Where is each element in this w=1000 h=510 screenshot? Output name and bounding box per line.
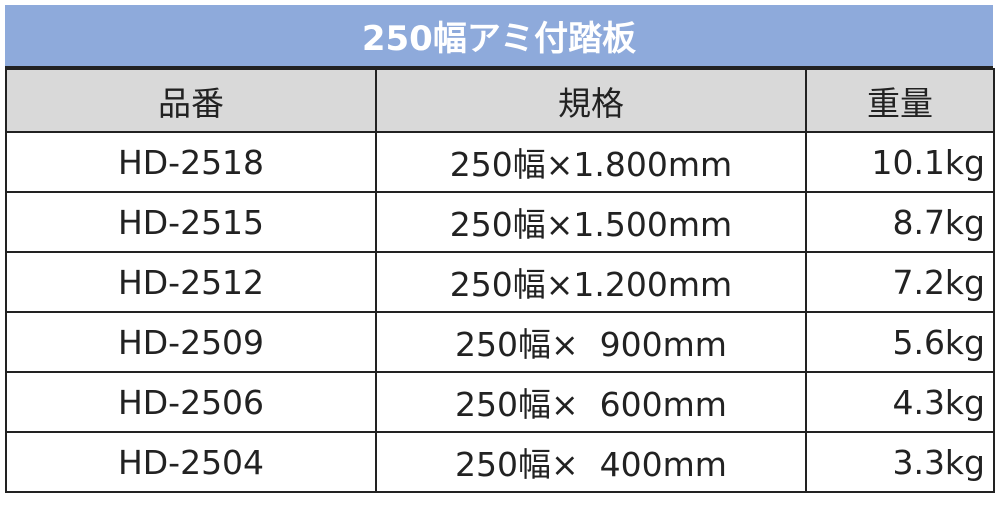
- table-cell: 250幅×1.200mm: [375, 251, 807, 313]
- table-row: HD-2518 250幅×1.800mm 10.1kg: [5, 131, 995, 193]
- table-cell: HD-2512: [5, 251, 377, 313]
- table-cell: HD-2504: [5, 431, 377, 493]
- table-cell: HD-2515: [5, 191, 377, 253]
- table-cell: 4.3kg: [805, 371, 995, 433]
- table-cell: 250幅× 400mm: [375, 431, 807, 493]
- table-cell: 8.7kg: [805, 191, 995, 253]
- table-body: HD-2518 250幅×1.800mm 10.1kg HD-2515 250幅×1.5…: [5, 131, 995, 493]
- table-row: HD-2512 250幅×1.200mm 7.2kg: [5, 251, 995, 313]
- table-row: HD-2509 250幅× 900mm 5.6kg: [5, 311, 995, 373]
- table-container: 250幅アミ付踏板 品番 規格 重量 HD-2518 250幅×1.800mm 10.1…: [5, 5, 995, 493]
- table-cell: HD-2518: [5, 131, 377, 193]
- table-cell: HD-2506: [5, 371, 377, 433]
- table-cell: 10.1kg: [805, 131, 995, 193]
- table-cell: 7.2kg: [805, 251, 995, 313]
- table-cell: 250幅× 900mm: [375, 311, 807, 373]
- spec-table: 品番 規格 重量 HD-2518 250幅×1.800mm 10.1kg HD-2515 2…: [5, 68, 995, 493]
- header-cell: 重量: [805, 68, 995, 133]
- table-cell: 3.3kg: [805, 431, 995, 493]
- table-row: HD-2506 250幅× 600mm 4.3kg: [5, 371, 995, 433]
- table-cell: HD-2509: [5, 311, 377, 373]
- header-cell: 規格: [375, 68, 807, 133]
- table-title: 250幅アミ付踏板: [5, 5, 993, 68]
- header-cell: 品番: [5, 68, 377, 133]
- table-cell: 5.6kg: [805, 311, 995, 373]
- table-cell: 250幅×1.800mm: [375, 131, 807, 193]
- table-row: HD-2504 250幅× 400mm 3.3kg: [5, 431, 995, 493]
- table-cell: 250幅×1.500mm: [375, 191, 807, 253]
- header-row: 品番 規格 重量: [5, 68, 995, 133]
- table-row: HD-2515 250幅×1.500mm 8.7kg: [5, 191, 995, 253]
- table-cell: 250幅× 600mm: [375, 371, 807, 433]
